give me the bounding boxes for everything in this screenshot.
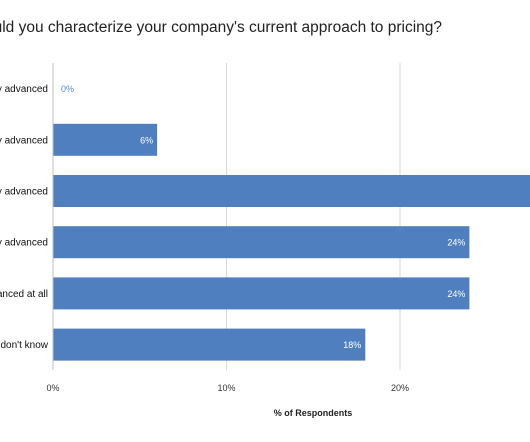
- x-tick-label-0: 0%: [46, 383, 59, 393]
- data-label-4: 24%: [447, 289, 465, 299]
- data-label-0: 0%: [61, 84, 74, 94]
- x-tick-label-2: 20%: [391, 383, 409, 393]
- data-label-1: 6%: [140, 135, 153, 145]
- x-axis-title: % of Respondents: [274, 408, 353, 418]
- data-label-5: 18%: [343, 340, 361, 350]
- bar-1: [53, 123, 158, 156]
- bar-4: [53, 277, 470, 310]
- bar-3: [53, 226, 470, 259]
- data-label-3: 24%: [447, 238, 465, 248]
- bar-2: [53, 175, 530, 207]
- x-tick-label-1: 10%: [217, 383, 235, 393]
- category-label-2: ly advanced: [0, 187, 48, 198]
- category-label-1: ly advanced: [0, 135, 48, 146]
- chart-title: ould you characterize your company's cur…: [0, 19, 443, 36]
- category-label-3: ly advanced: [0, 238, 48, 249]
- category-label-0: ly advanced: [0, 84, 48, 95]
- category-label-5: don't know: [1, 340, 49, 351]
- bar-5: [53, 328, 366, 361]
- category-label-4: anced at all: [0, 289, 48, 300]
